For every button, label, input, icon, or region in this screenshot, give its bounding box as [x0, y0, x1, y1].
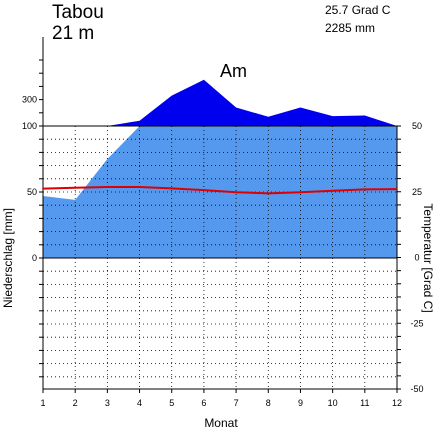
right-tick-label: 50	[412, 121, 422, 131]
temperature-point	[299, 191, 302, 194]
left-axis-label: Niederschlag [mm]	[1, 208, 15, 308]
left-tick-label: 50	[27, 187, 37, 197]
x-tick-label: 11	[360, 398, 369, 408]
temperature-point	[331, 189, 334, 192]
temperature-point	[74, 187, 76, 189]
mean-temperature: 25.7 Grad C	[325, 3, 391, 17]
perhumid-precipitation-area	[43, 79, 397, 126]
temperature-point	[42, 187, 44, 190]
temperature-series	[42, 186, 398, 195]
temperature-point	[203, 189, 205, 191]
right-tick-label: -25	[410, 318, 423, 328]
temperature-point	[235, 191, 237, 194]
temperature-point	[106, 186, 109, 188]
climate-class: Am	[220, 61, 247, 81]
left-tick-label: 100	[22, 121, 37, 131]
right-tick-label: 25	[412, 187, 422, 197]
x-tick-label: 7	[234, 398, 239, 408]
temperature-point	[138, 186, 141, 188]
x-tick-label: 3	[105, 398, 110, 408]
x-tick-label: 9	[298, 398, 303, 408]
x-tick-label: 5	[169, 398, 174, 408]
x-tick-label: 2	[73, 398, 78, 408]
left-tick-label: 0	[32, 253, 37, 263]
temperature-point	[364, 188, 366, 191]
right-tick-label: 0	[414, 253, 419, 263]
right-axis-label: Temperatur [Grad C]	[421, 203, 435, 312]
temperature-point	[170, 187, 173, 190]
plot-frame	[39, 37, 401, 393]
temperature-point	[396, 188, 398, 190]
annual-precipitation: 2285 mm	[325, 21, 375, 35]
x-tick-label: 4	[137, 398, 142, 408]
x-axis-label: Monat	[204, 416, 238, 430]
station-elevation: 21 m	[52, 23, 94, 44]
left-tick-label: 300	[22, 95, 37, 105]
temperature-line	[42, 186, 398, 195]
station-name: Tabou	[52, 2, 104, 23]
x-tick-label: 10	[328, 398, 338, 408]
grid-lines	[43, 125, 397, 389]
temperature-point	[267, 192, 270, 195]
x-tick-label: 8	[266, 398, 271, 408]
x-tick-label: 1	[40, 398, 45, 408]
x-tick-label: 12	[392, 398, 402, 408]
x-tick-label: 6	[201, 398, 206, 408]
right-tick-label: -50	[410, 384, 423, 394]
